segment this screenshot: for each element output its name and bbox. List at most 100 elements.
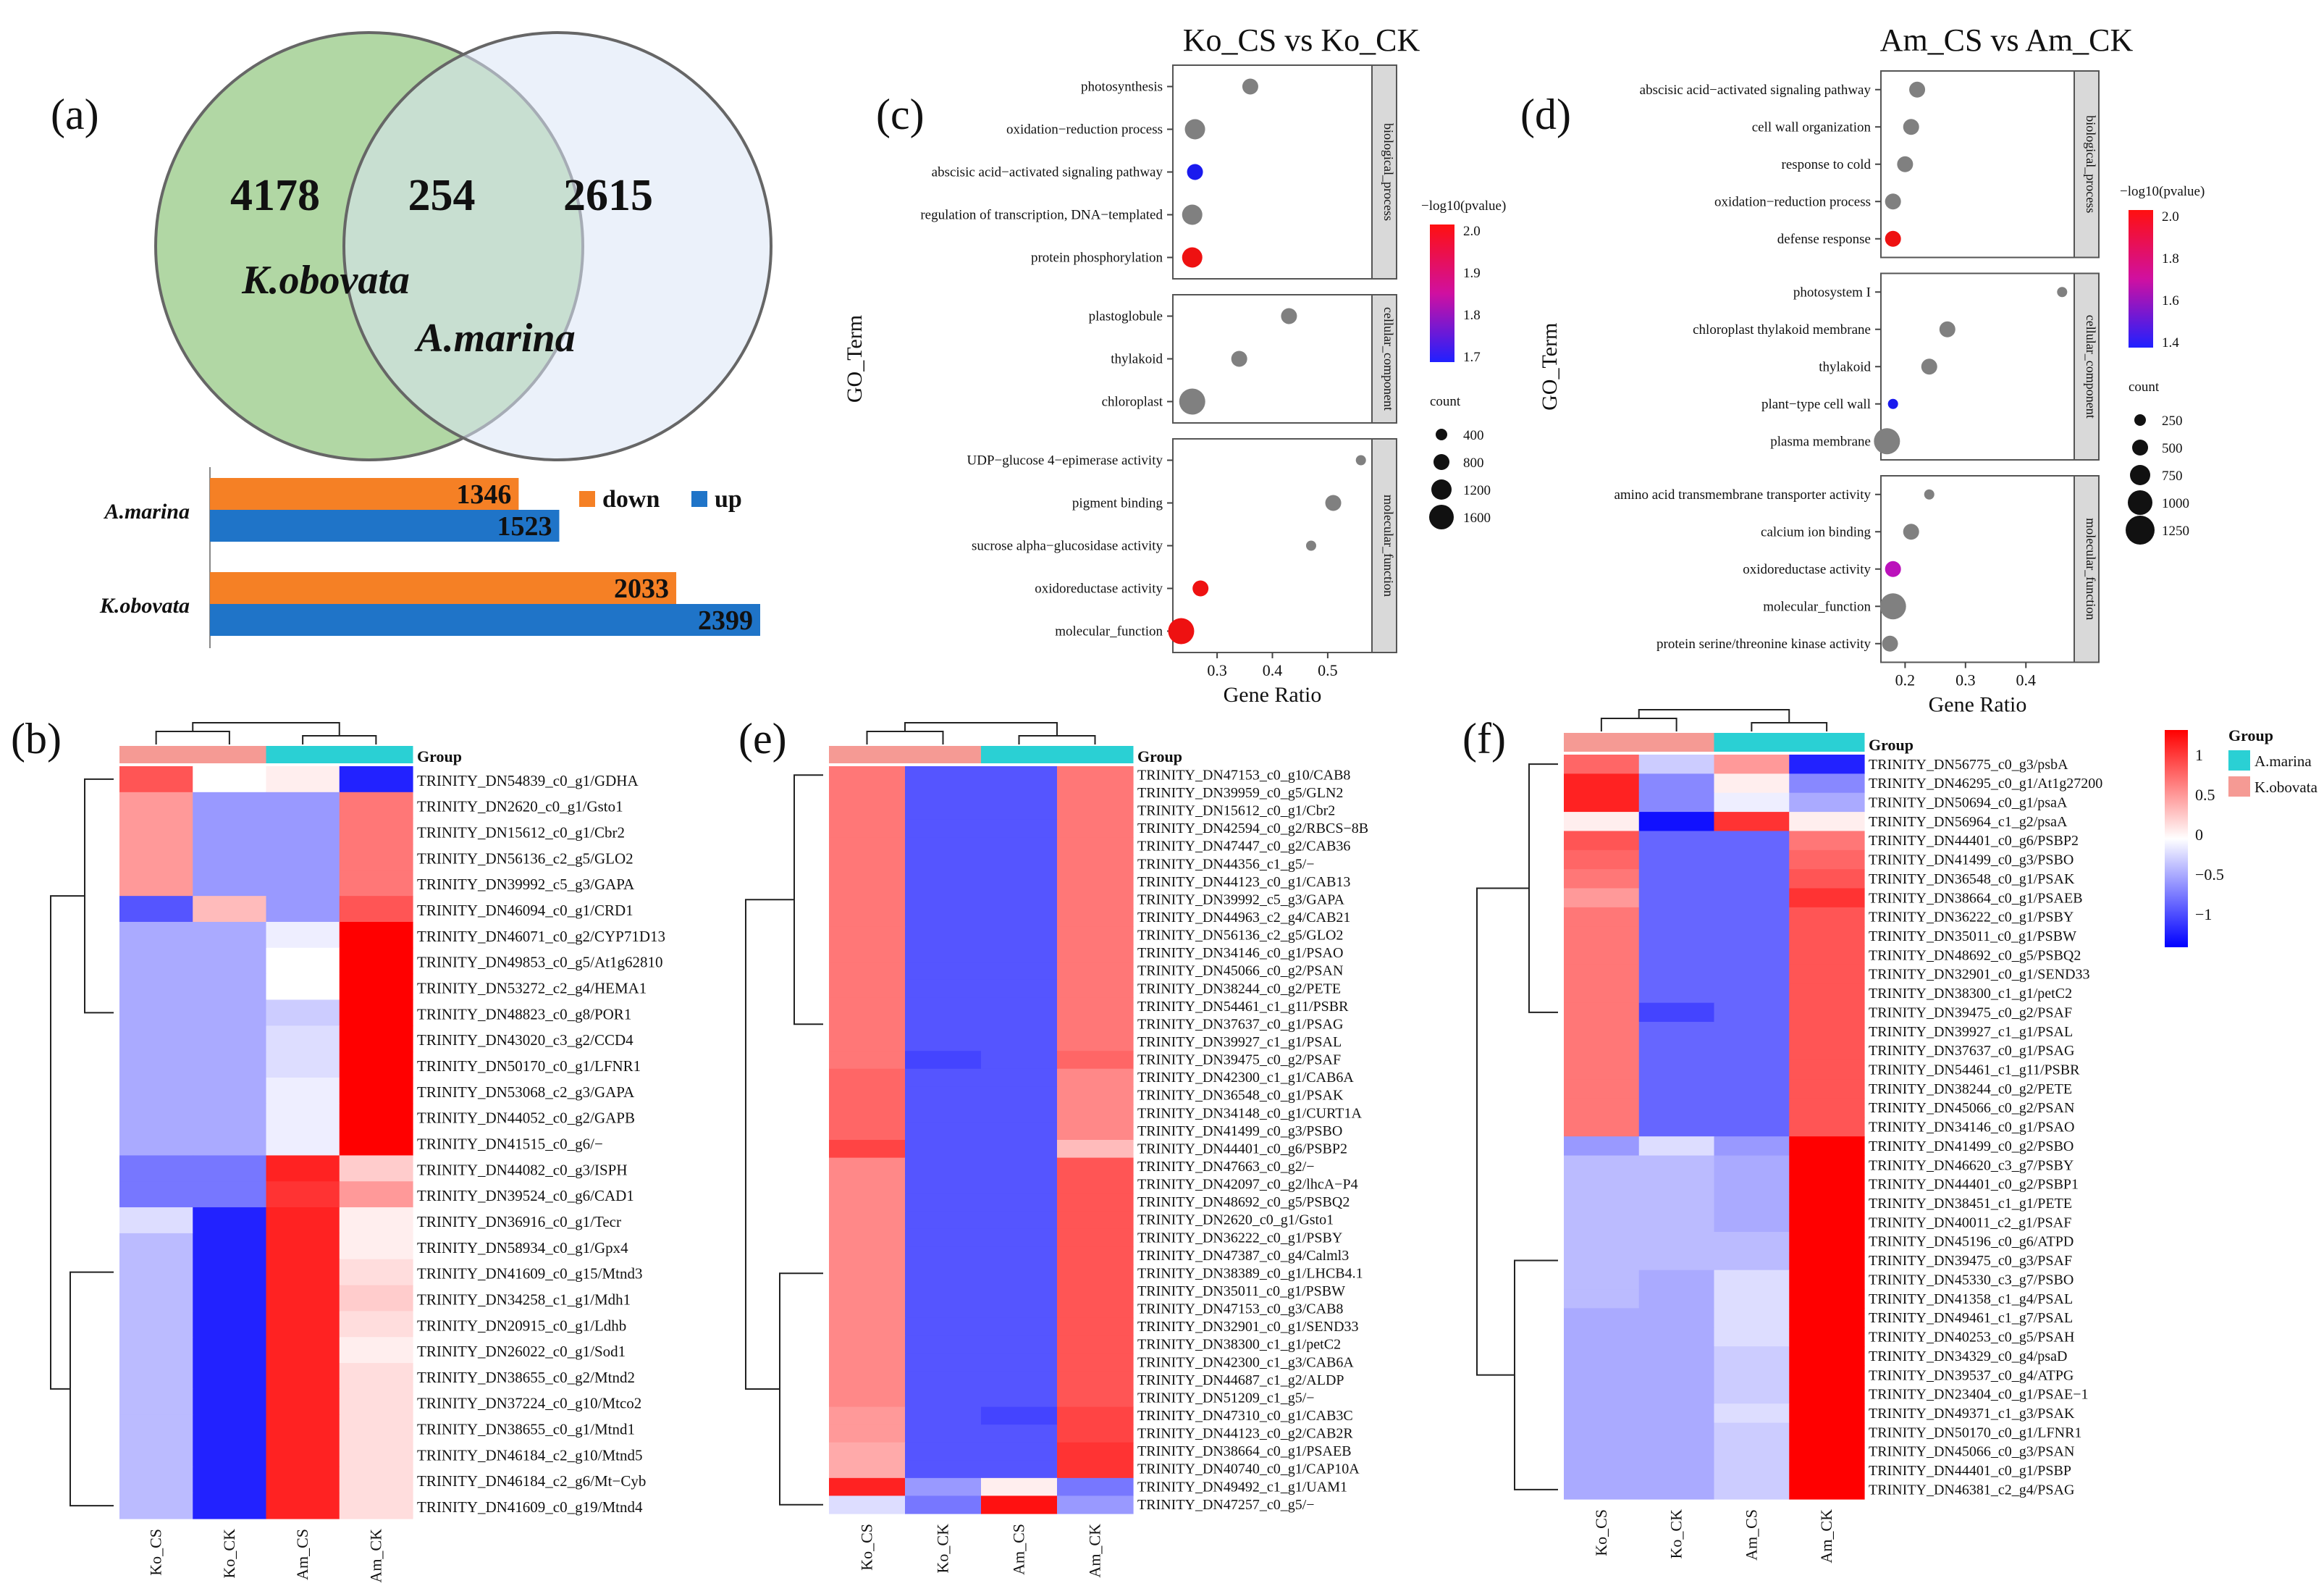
heatmap-cell: [1564, 1155, 1640, 1175]
count-legend-dot: [1431, 479, 1452, 500]
heatmap-cell: [1057, 962, 1134, 981]
heatmap-cell: [829, 1157, 906, 1176]
heatmap-cell: [1789, 1193, 1865, 1214]
heatmap-cell: [905, 819, 982, 838]
heatmap-cell: [193, 1077, 267, 1104]
heatmap-cell: [1714, 1231, 1790, 1251]
heatmap-cell: [1789, 812, 1865, 832]
heatmap-cell: [1564, 983, 1640, 1004]
heatmap-row-label: TRINITY_DN34329_c0_g4/psaD: [1869, 1348, 2067, 1364]
heatmap-cell: [1564, 1346, 1640, 1367]
heatmap-cell: [1789, 1098, 1865, 1118]
heatmap-cell: [1057, 855, 1134, 874]
count-legend-dot: [2130, 465, 2150, 485]
heatmap-row-label: TRINITY_DN40253_c0_g5/PSAH: [1869, 1330, 2074, 1346]
heatmap-row-label: TRINITY_DN34148_c0_g1/CURT1A: [1137, 1105, 1362, 1121]
heatmap-cell: [1789, 888, 1865, 908]
heatmap-cell: [1789, 1480, 1865, 1500]
heatmap-cell: [1789, 1422, 1865, 1443]
go-term-dot: [1885, 193, 1901, 210]
heatmap-cell: [193, 896, 267, 923]
heatmap-cell: [981, 1300, 1058, 1319]
heatmap-cell: [266, 1388, 340, 1416]
go-term-label: amino acid transmembrane transporter act…: [1614, 487, 1871, 503]
heatmap-cell: [1057, 1246, 1134, 1265]
heatmap-cell: [981, 1122, 1058, 1141]
heatmap-cell: [829, 1193, 906, 1212]
heatmap-cell: [339, 1493, 413, 1519]
heatmap-cell: [981, 1157, 1058, 1176]
heatmap-cell: [905, 802, 982, 821]
dotplot-panel: [1880, 475, 2075, 663]
heatmap-row-label: TRINITY_DN58934_c0_g1/Gpx4: [417, 1239, 628, 1256]
color-legend-tick: 2.0: [2162, 209, 2179, 225]
heatmap-row-label: TRINITY_DN39537_c0_g4/ATPG: [1869, 1367, 2074, 1383]
heatmap-cell: [829, 1406, 906, 1425]
heatmap-cell: [905, 1477, 982, 1497]
heatmap-cell: [1564, 1404, 1640, 1424]
heatmap-cell: [1564, 1231, 1640, 1251]
heatmap-cell: [981, 1477, 1058, 1497]
go-term-dot: [1887, 398, 1898, 409]
go-term-label: calcium ion binding: [1761, 524, 1871, 540]
heatmap-row-label: TRINITY_DN35011_c0_g1/PSBW: [1137, 1283, 1345, 1299]
count-legend-dot: [1436, 429, 1447, 440]
heatmap-cell: [829, 1122, 906, 1141]
heatmap-cell: [193, 921, 267, 949]
heatmap-cell: [339, 973, 413, 1001]
go-term-label: regulation of transcription, DNA−templat…: [920, 208, 1163, 223]
go-term-dot: [1897, 156, 1913, 172]
heatmap-cell: [981, 1193, 1058, 1212]
go-term-label: cell wall organization: [1752, 119, 1872, 135]
dotplot-panel: [1172, 294, 1373, 424]
heatmap-cell: [1714, 983, 1790, 1004]
heatmap-row-label: TRINITY_DN41609_c0_g19/Mtnd4: [417, 1498, 643, 1516]
bar-category-label: K.obovata: [99, 594, 190, 618]
heatmap-row-label: TRINITY_DN38300_c1_g1/petC2: [1869, 986, 2072, 1002]
heatmap-cell: [1789, 1404, 1865, 1424]
heatmap-cell: [1638, 755, 1715, 774]
heatmap-cell: [339, 1155, 413, 1182]
facet-strip: [2074, 272, 2100, 461]
heatmap-cell: [1789, 1174, 1865, 1194]
heatmap-cell: [339, 1181, 413, 1208]
heatmap-row-label: TRINITY_DN46381_c2_g4/PSAG: [1869, 1482, 2074, 1498]
heatmap-cell: [119, 1363, 193, 1390]
group-legend-swatch: [2228, 750, 2250, 771]
go-term-dot: [2057, 287, 2068, 298]
heatmap-cell: [339, 1052, 413, 1078]
heatmap-cell: [1057, 944, 1134, 962]
heatmap-cell: [119, 1052, 193, 1078]
heatmap-cell: [1057, 1051, 1134, 1070]
heatmap-cell: [1638, 1384, 1715, 1404]
heatmap-cell: [905, 1425, 982, 1443]
heatmap-cell: [1057, 1211, 1134, 1230]
heatmap-row-label: TRINITY_DN44963_c2_g4/CAB21: [1137, 910, 1350, 926]
heatmap-row-label: TRINITY_DN34146_c0_g1/PSAO: [1869, 1120, 2074, 1136]
heatmap-cell: [1564, 1480, 1640, 1500]
heatmap-cell: [1057, 1406, 1134, 1425]
heatmap-row-label: TRINITY_DN38655_c0_g2/Mtnd2: [417, 1369, 635, 1386]
group-legend-label: A.marina: [2254, 752, 2312, 770]
go-term-dot: [1179, 388, 1205, 415]
heatmap-row-label: TRINITY_DN36222_c0_g1/PSBY: [1869, 910, 2074, 926]
heatmap-cell: [119, 1233, 193, 1260]
heatmap-cell: [339, 1103, 413, 1130]
heatmap-cell: [829, 855, 906, 874]
heatmap-row-label: TRINITY_DN44401_c0_g1/PSBP: [1869, 1463, 2071, 1479]
heatmap-cell: [829, 1068, 906, 1087]
heatmap-column-label: Ko_CS: [1592, 1509, 1610, 1556]
heatmap-cell: [193, 1337, 267, 1364]
heatmap-cell: [1564, 773, 1640, 794]
heatmap-cell: [1714, 1404, 1790, 1424]
heatmap-cell: [905, 1353, 982, 1372]
heatmap-cell: [266, 1467, 340, 1493]
heatmap-cell: [1789, 1002, 1865, 1023]
heatmap-cell: [1789, 1155, 1865, 1175]
heatmap-cell: [266, 973, 340, 1001]
count-legend-label: 1600: [1463, 511, 1491, 526]
heatmap-cell: [1564, 1212, 1640, 1233]
heatmap-cell: [981, 784, 1058, 802]
heatmap-row-label: TRINITY_DN38451_c1_g1/PETE: [1869, 1196, 2072, 1212]
heatmap-cell: [1638, 1480, 1715, 1500]
